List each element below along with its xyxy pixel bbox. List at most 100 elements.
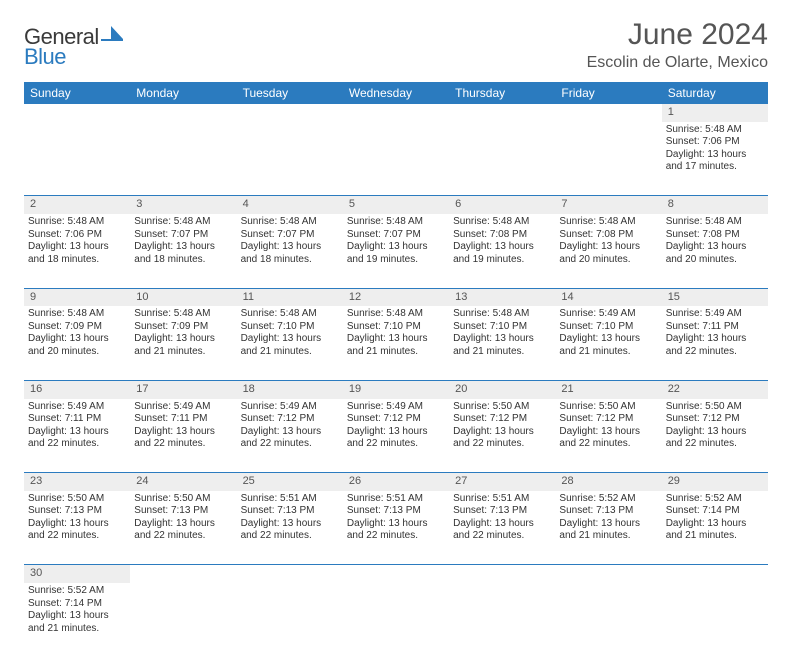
d1-text: Daylight: 13 hours (559, 241, 657, 254)
week-row: Sunrise: 5:48 AMSunset: 7:09 PMDaylight:… (24, 306, 768, 380)
sunrise-text: Sunrise: 5:49 AM (241, 401, 339, 414)
day-number: 30 (24, 565, 130, 583)
day-cell (24, 122, 130, 196)
day-number: 10 (130, 288, 236, 306)
day-cell (555, 583, 661, 657)
weekday-header: Wednesday (343, 82, 449, 104)
day-cell: Sunrise: 5:50 AMSunset: 7:13 PMDaylight:… (130, 491, 236, 565)
d1-text: Daylight: 13 hours (241, 518, 339, 531)
day-cell: Sunrise: 5:49 AMSunset: 7:11 PMDaylight:… (130, 399, 236, 473)
d2-text: and 22 minutes. (134, 438, 232, 451)
d1-text: Daylight: 13 hours (453, 333, 551, 346)
sunset-text: Sunset: 7:09 PM (28, 321, 126, 334)
day-cell (130, 122, 236, 196)
day-cell: Sunrise: 5:48 AMSunset: 7:09 PMDaylight:… (24, 306, 130, 380)
title-block: June 2024 Escolin de Olarte, Mexico (587, 18, 768, 72)
sunrise-text: Sunrise: 5:52 AM (666, 493, 764, 506)
day-number (24, 104, 130, 122)
sunset-text: Sunset: 7:06 PM (666, 136, 764, 149)
sunrise-text: Sunrise: 5:49 AM (347, 401, 445, 414)
d1-text: Daylight: 13 hours (559, 333, 657, 346)
logo-sub: Blue (24, 44, 66, 70)
sunset-text: Sunset: 7:11 PM (134, 413, 232, 426)
daynum-row: 9101112131415 (24, 288, 768, 306)
sunset-text: Sunset: 7:09 PM (134, 321, 232, 334)
calendar-table: Sunday Monday Tuesday Wednesday Thursday… (24, 82, 768, 657)
day-cell: Sunrise: 5:50 AMSunset: 7:13 PMDaylight:… (24, 491, 130, 565)
day-cell (343, 583, 449, 657)
day-number (237, 565, 343, 583)
sunset-text: Sunset: 7:13 PM (453, 505, 551, 518)
d1-text: Daylight: 13 hours (28, 333, 126, 346)
day-number: 5 (343, 196, 449, 214)
day-number: 8 (662, 196, 768, 214)
sunrise-text: Sunrise: 5:48 AM (453, 216, 551, 229)
sunset-text: Sunset: 7:13 PM (134, 505, 232, 518)
sunset-text: Sunset: 7:14 PM (28, 598, 126, 611)
sunrise-text: Sunrise: 5:48 AM (347, 216, 445, 229)
day-cell: Sunrise: 5:49 AMSunset: 7:10 PMDaylight:… (555, 306, 661, 380)
d1-text: Daylight: 13 hours (347, 241, 445, 254)
day-number: 18 (237, 380, 343, 398)
sunset-text: Sunset: 7:08 PM (453, 229, 551, 242)
day-cell: Sunrise: 5:48 AMSunset: 7:10 PMDaylight:… (449, 306, 555, 380)
day-number: 14 (555, 288, 661, 306)
sunrise-text: Sunrise: 5:49 AM (559, 308, 657, 321)
d2-text: and 22 minutes. (241, 530, 339, 543)
day-cell: Sunrise: 5:49 AMSunset: 7:12 PMDaylight:… (237, 399, 343, 473)
day-cell: Sunrise: 5:51 AMSunset: 7:13 PMDaylight:… (449, 491, 555, 565)
daynum-row: 1 (24, 104, 768, 122)
d1-text: Daylight: 13 hours (347, 426, 445, 439)
day-cell: Sunrise: 5:48 AMSunset: 7:06 PMDaylight:… (662, 122, 768, 196)
weekday-header: Tuesday (237, 82, 343, 104)
d2-text: and 22 minutes. (666, 346, 764, 359)
day-cell: Sunrise: 5:49 AMSunset: 7:11 PMDaylight:… (662, 306, 768, 380)
day-number: 23 (24, 473, 130, 491)
day-cell: Sunrise: 5:48 AMSunset: 7:10 PMDaylight:… (237, 306, 343, 380)
day-cell: Sunrise: 5:48 AMSunset: 7:07 PMDaylight:… (130, 214, 236, 288)
d1-text: Daylight: 13 hours (134, 518, 232, 531)
d2-text: and 17 minutes. (666, 161, 764, 174)
sunrise-text: Sunrise: 5:48 AM (241, 308, 339, 321)
sunset-text: Sunset: 7:10 PM (453, 321, 551, 334)
daynum-row: 23242526272829 (24, 473, 768, 491)
d1-text: Daylight: 13 hours (559, 426, 657, 439)
day-number: 20 (449, 380, 555, 398)
day-number: 26 (343, 473, 449, 491)
sunset-text: Sunset: 7:13 PM (28, 505, 126, 518)
day-number (343, 104, 449, 122)
sunset-text: Sunset: 7:06 PM (28, 229, 126, 242)
sunrise-text: Sunrise: 5:48 AM (666, 124, 764, 137)
day-number (555, 104, 661, 122)
d2-text: and 21 minutes. (666, 530, 764, 543)
d1-text: Daylight: 13 hours (241, 241, 339, 254)
d1-text: Daylight: 13 hours (666, 241, 764, 254)
d2-text: and 21 minutes. (241, 346, 339, 359)
daynum-row: 2345678 (24, 196, 768, 214)
day-cell: Sunrise: 5:49 AMSunset: 7:11 PMDaylight:… (24, 399, 130, 473)
sunrise-text: Sunrise: 5:48 AM (28, 308, 126, 321)
daynum-row: 16171819202122 (24, 380, 768, 398)
day-number: 29 (662, 473, 768, 491)
location: Escolin de Olarte, Mexico (587, 54, 768, 72)
d1-text: Daylight: 13 hours (347, 333, 445, 346)
week-row: Sunrise: 5:50 AMSunset: 7:13 PMDaylight:… (24, 491, 768, 565)
d1-text: Daylight: 13 hours (666, 518, 764, 531)
weekday-header: Sunday (24, 82, 130, 104)
day-cell: Sunrise: 5:48 AMSunset: 7:09 PMDaylight:… (130, 306, 236, 380)
d1-text: Daylight: 13 hours (666, 149, 764, 162)
sunrise-text: Sunrise: 5:49 AM (666, 308, 764, 321)
d1-text: Daylight: 13 hours (28, 426, 126, 439)
weekday-header: Thursday (449, 82, 555, 104)
sunset-text: Sunset: 7:10 PM (241, 321, 339, 334)
day-cell: Sunrise: 5:48 AMSunset: 7:10 PMDaylight:… (343, 306, 449, 380)
d2-text: and 18 minutes. (28, 254, 126, 267)
d2-text: and 22 minutes. (666, 438, 764, 451)
day-number: 19 (343, 380, 449, 398)
d2-text: and 19 minutes. (347, 254, 445, 267)
day-number: 13 (449, 288, 555, 306)
d2-text: and 21 minutes. (453, 346, 551, 359)
day-cell (662, 583, 768, 657)
d2-text: and 21 minutes. (559, 530, 657, 543)
day-cell: Sunrise: 5:48 AMSunset: 7:08 PMDaylight:… (555, 214, 661, 288)
